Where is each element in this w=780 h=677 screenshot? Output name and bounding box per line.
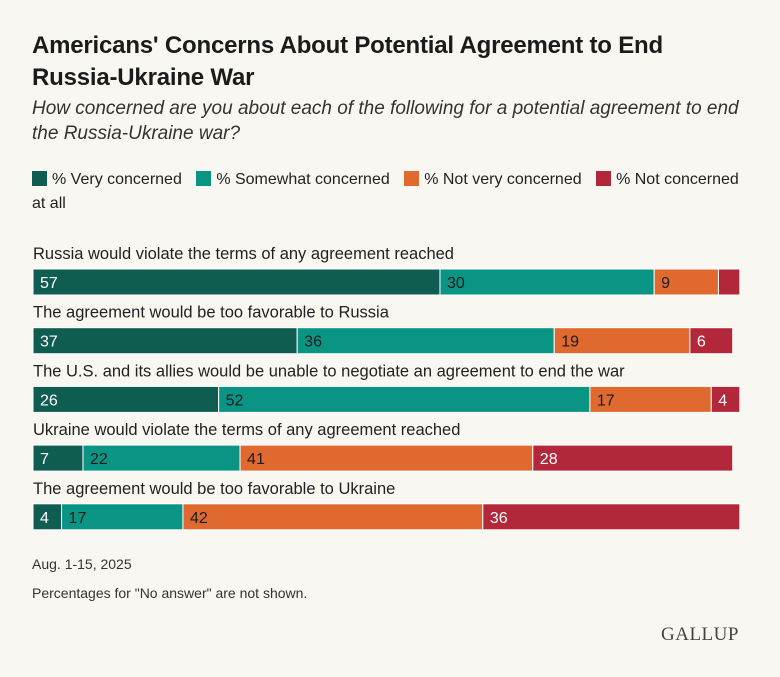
legend-label: % Very concerned — [52, 171, 182, 188]
bar-segment-very-concerned — [32, 327, 298, 355]
data-label: 36 — [490, 510, 508, 527]
data-label: 52 — [226, 392, 244, 409]
bar-segment-not-very-concerned — [553, 327, 691, 355]
data-label: 22 — [90, 451, 108, 468]
legend-item-very-concerned: % Very concerned — [32, 171, 182, 188]
legend-item-somewhat-concerned: % Somewhat concerned — [196, 171, 390, 188]
bar-segment-somewhat-concerned — [439, 268, 655, 296]
bar-segment-somewhat-concerned — [82, 444, 241, 472]
data-label: 37 — [40, 334, 58, 351]
legend-label: % Somewhat concerned — [216, 171, 390, 188]
legend-item-not-very-concerned: % Not very concerned — [404, 171, 582, 188]
data-label: 28 — [540, 451, 558, 468]
data-label: 7 — [40, 451, 49, 468]
category-label: The agreement would be too favorable to … — [33, 304, 390, 322]
gallup-logo: GALLUP — [661, 624, 739, 645]
legend: % Very concerned % Somewhat concerned % … — [32, 168, 752, 216]
category-label: The U.S. and its allies would be unable … — [33, 362, 625, 380]
data-label: 36 — [304, 334, 322, 351]
category-label: Russia would violate the terms of any ag… — [33, 245, 454, 263]
footnote: Percentages for "No answer" are not show… — [32, 585, 308, 601]
legend-item-not-concerned-at-all: % Not concerned at all — [32, 171, 739, 212]
data-label: 41 — [247, 451, 265, 468]
data-label: 30 — [447, 275, 465, 292]
data-label: 17 — [597, 392, 615, 409]
bar-segment-very-concerned — [32, 385, 220, 413]
bar-segment-not-concerned-at-all — [717, 268, 741, 296]
legend-swatch — [196, 171, 212, 186]
survey-date: Aug. 1-15, 2025 — [32, 556, 132, 572]
chart-title: Americans' Concerns About Potential Agre… — [32, 32, 663, 91]
bar-segment-not-concerned-at-all — [482, 503, 741, 531]
chart-subtitle: How concerned are you about each of the … — [32, 98, 739, 144]
data-label: 26 — [40, 392, 58, 409]
bar-segment-not-concerned-at-all — [710, 385, 741, 413]
legend-label: % Not concerned at all — [32, 171, 739, 212]
bar-segment-very-concerned — [32, 268, 441, 296]
legend-swatch — [32, 171, 47, 186]
bar-segment-not-very-concerned — [239, 444, 534, 472]
data-label: 4 — [40, 510, 49, 527]
bar-segment-somewhat-concerned — [61, 503, 184, 531]
category-label: The agreement would be too favorable to … — [33, 480, 395, 498]
legend-label: % Not very concerned — [424, 171, 582, 188]
data-label: 17 — [69, 510, 87, 527]
legend-swatch — [596, 171, 612, 186]
category-label: Ukraine would violate the terms of any a… — [33, 421, 460, 439]
bar-segment-not-concerned-at-all — [689, 327, 734, 355]
bar-segment-somewhat-concerned — [296, 327, 555, 355]
data-label: 57 — [40, 275, 58, 292]
bar-segment-not-very-concerned — [182, 503, 484, 531]
data-label: 6 — [697, 334, 706, 351]
bar-segment-not-very-concerned — [653, 268, 719, 296]
bar-segment-not-concerned-at-all — [532, 444, 734, 472]
stacked-bar-chart: Russia would violate the terms of any ag… — [32, 245, 741, 531]
data-label: 42 — [190, 510, 208, 527]
data-label: 19 — [561, 334, 579, 351]
legend-swatch — [404, 171, 420, 186]
bar-segment-somewhat-concerned — [218, 385, 591, 413]
data-label: 4 — [718, 392, 727, 409]
data-label: 9 — [661, 275, 670, 292]
